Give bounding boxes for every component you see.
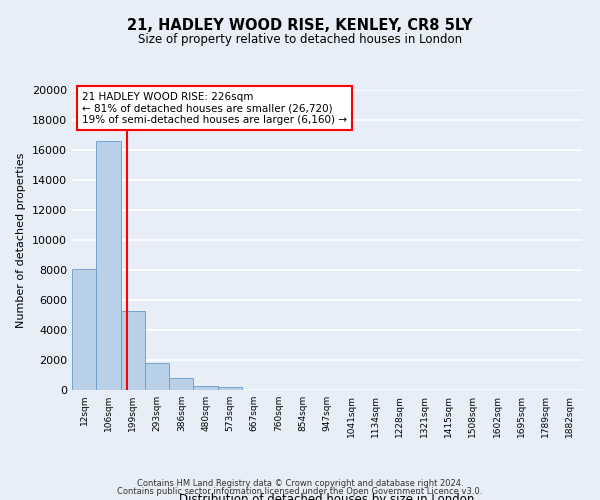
- Text: Size of property relative to detached houses in London: Size of property relative to detached ho…: [138, 32, 462, 46]
- Bar: [96, 141, 121, 390]
- Text: 21, HADLEY WOOD RISE, KENLEY, CR8 5LY: 21, HADLEY WOOD RISE, KENLEY, CR8 5LY: [127, 18, 473, 32]
- Text: Contains HM Land Registry data © Crown copyright and database right 2024.: Contains HM Land Registry data © Crown c…: [137, 478, 463, 488]
- Bar: [169, 378, 193, 390]
- Text: Contains public sector information licensed under the Open Government Licence v3: Contains public sector information licen…: [118, 487, 482, 496]
- X-axis label: Distribution of detached houses by size in London: Distribution of detached houses by size …: [179, 492, 475, 500]
- Bar: [145, 363, 169, 390]
- Bar: [218, 387, 242, 390]
- Bar: [193, 386, 218, 390]
- Bar: [121, 310, 145, 390]
- Y-axis label: Number of detached properties: Number of detached properties: [16, 152, 26, 328]
- Bar: [72, 268, 96, 390]
- Text: 21 HADLEY WOOD RISE: 226sqm
← 81% of detached houses are smaller (26,720)
19% of: 21 HADLEY WOOD RISE: 226sqm ← 81% of det…: [82, 92, 347, 124]
